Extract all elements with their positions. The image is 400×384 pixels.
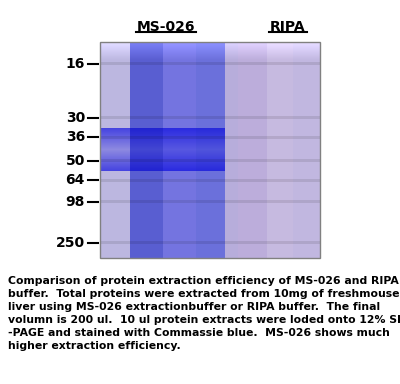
Text: 36: 36 — [66, 130, 85, 144]
Bar — [100, 42, 320, 258]
Text: RIPA: RIPA — [270, 20, 306, 34]
Text: Comparison of protein extraction efficiency of MS-026 and RIPA: Comparison of protein extraction efficie… — [8, 276, 399, 286]
Text: liver using MS-026 extractionbuffer or RIPA buffer.  The final: liver using MS-026 extractionbuffer or R… — [8, 302, 380, 312]
Text: 98: 98 — [66, 195, 85, 209]
Text: volumn is 200 ul.  10 ul protein extracts were loded onto 12% SDS: volumn is 200 ul. 10 ul protein extracts… — [8, 315, 400, 325]
Text: higher extraction efficiency.: higher extraction efficiency. — [8, 341, 181, 351]
Text: 30: 30 — [66, 111, 85, 124]
Text: MS-026: MS-026 — [137, 20, 195, 34]
Text: buffer.  Total proteins were extracted from 10mg of freshmouse: buffer. Total proteins were extracted fr… — [8, 289, 400, 299]
Text: -PAGE and stained with Commassie blue.  MS-026 shows much: -PAGE and stained with Commassie blue. M… — [8, 328, 390, 338]
Text: 50: 50 — [66, 154, 85, 168]
Text: 64: 64 — [66, 173, 85, 187]
Text: 250: 250 — [56, 236, 85, 250]
Text: 16: 16 — [66, 56, 85, 71]
